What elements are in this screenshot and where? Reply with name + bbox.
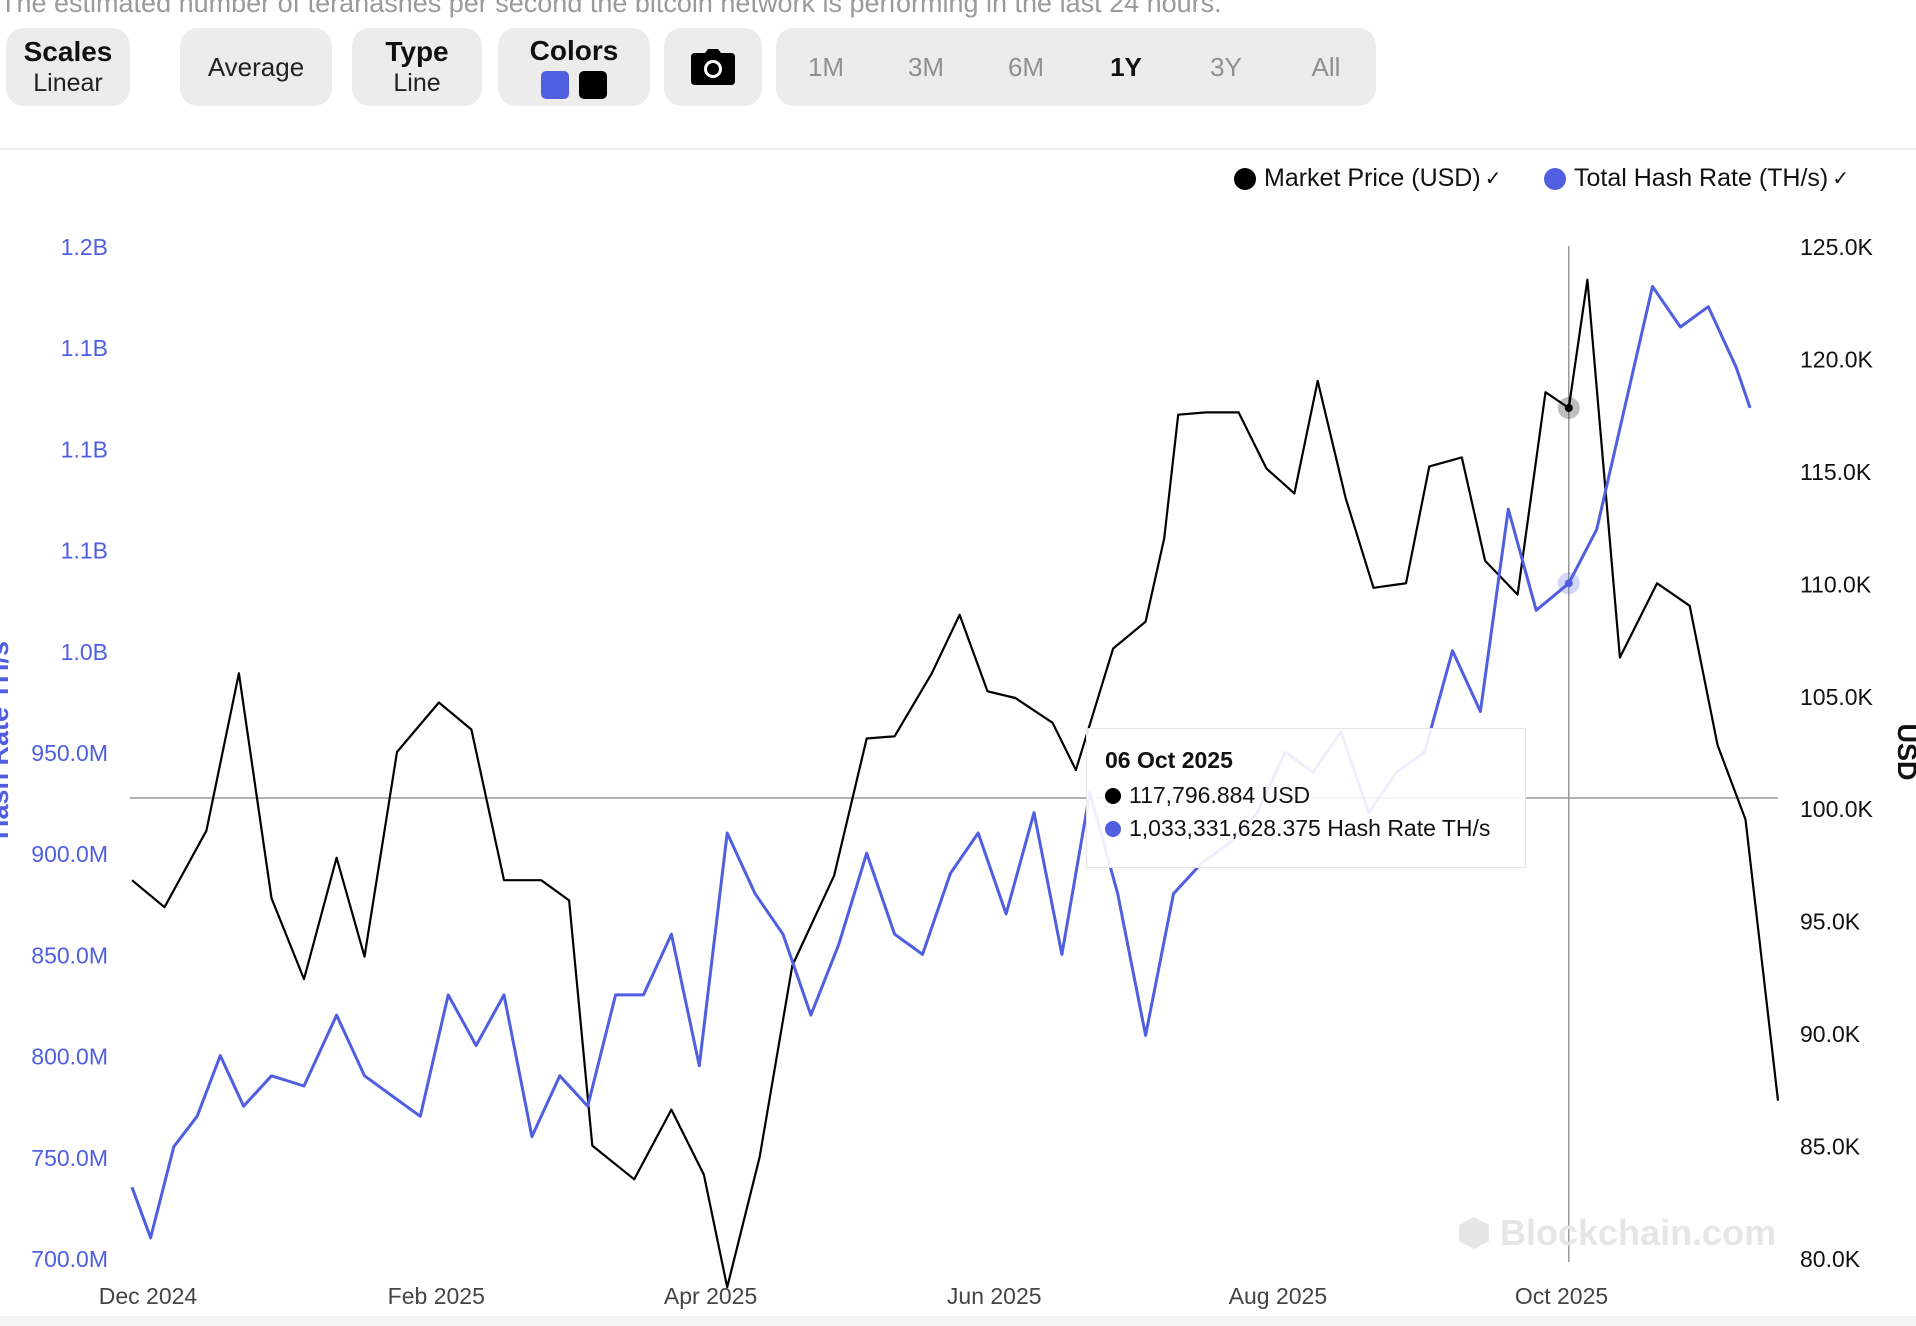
x-axis-tick-label: Aug 2025 bbox=[1229, 1283, 1327, 1309]
hash-legend-dot bbox=[1544, 167, 1566, 190]
type-title: Type bbox=[385, 36, 449, 67]
tooltip-hash-dot bbox=[1105, 820, 1121, 837]
x-axis-tick-label: Jun 2025 bbox=[947, 1283, 1042, 1309]
left-axis-tick-label: 1.1B bbox=[61, 335, 108, 361]
blockchain-logo-icon bbox=[1459, 1217, 1489, 1249]
left-axis-tick-label: 700.0M bbox=[31, 1246, 108, 1272]
chart-description: The estimated number of terahashes per s… bbox=[0, 0, 1222, 18]
range-3m[interactable]: 3M bbox=[907, 51, 945, 82]
bottom-bar bbox=[0, 1316, 1916, 1326]
price-marker bbox=[1564, 403, 1573, 412]
x-axis-tick-label: Apr 2025 bbox=[664, 1283, 757, 1309]
screenshot-button[interactable] bbox=[664, 28, 762, 106]
colors-button[interactable]: Colors bbox=[498, 28, 650, 106]
x-axis-tick-label: Dec 2024 bbox=[99, 1283, 198, 1309]
right-axis-tick-label: 115.0K bbox=[1800, 459, 1872, 485]
chart-tooltip: 06 Oct 2025 117,796.884 USD 1,033,331,62… bbox=[1086, 728, 1526, 868]
x-axis-tick-label: Feb 2025 bbox=[388, 1283, 485, 1309]
right-axis-tick-label: 100.0K bbox=[1800, 796, 1874, 822]
range-6m[interactable]: 6M bbox=[1007, 51, 1045, 82]
right-axis-tick-label: 90.0K bbox=[1800, 1021, 1861, 1047]
right-axis-tick-label: 110.0K bbox=[1800, 571, 1872, 597]
chevron-down-icon: ✓ bbox=[1484, 168, 1502, 190]
toolbar-divider bbox=[0, 148, 1916, 150]
tooltip-price-value: 117,796.884 USD bbox=[1129, 782, 1311, 808]
camera-icon bbox=[691, 49, 735, 85]
right-axis-tick-label: 105.0K bbox=[1800, 684, 1874, 710]
right-axis-title: USD bbox=[1892, 723, 1916, 780]
right-axis-tick-label: 120.0K bbox=[1800, 346, 1874, 372]
right-axis-tick-label: 125.0K bbox=[1800, 234, 1874, 260]
market-price-line bbox=[131, 278, 1780, 1289]
left-axis-tick-label: 850.0M bbox=[31, 942, 108, 968]
left-axis-tick-label: 950.0M bbox=[31, 740, 108, 766]
legend-hash-label: Total Hash Rate (TH/s) bbox=[1574, 164, 1829, 192]
time-range-selector: 1M 3M 6M 1Y 3Y All bbox=[776, 28, 1376, 106]
left-axis-title: Hash Rate TH/s bbox=[0, 641, 14, 839]
scales-title: Scales bbox=[23, 36, 113, 67]
left-axis-tick-label: 1.1B bbox=[61, 538, 108, 564]
hash-rate-line bbox=[130, 285, 1752, 1240]
range-all[interactable]: All bbox=[1311, 51, 1341, 82]
right-axis-tick-label: 80.0K bbox=[1800, 1246, 1861, 1272]
left-axis-tick-label: 1.2B bbox=[61, 234, 108, 260]
price-color-swatch[interactable] bbox=[579, 71, 607, 99]
scales-button[interactable]: Scales Linear bbox=[6, 28, 130, 106]
scales-value: Linear bbox=[33, 69, 103, 97]
colors-title: Colors bbox=[529, 35, 619, 66]
type-button[interactable]: Type Line bbox=[352, 28, 482, 106]
range-1y[interactable]: 1Y bbox=[1110, 51, 1142, 82]
type-value: Line bbox=[393, 69, 441, 97]
left-axis-tick-label: 800.0M bbox=[31, 1044, 108, 1070]
average-button[interactable]: Average bbox=[180, 28, 332, 106]
chevron-down-icon: ✓ bbox=[1832, 168, 1850, 190]
tooltip-price-dot bbox=[1105, 787, 1121, 804]
average-label: Average bbox=[207, 52, 305, 82]
range-3y[interactable]: 3Y bbox=[1210, 51, 1242, 82]
tooltip-hash-value: 1,033,331,628.375 Hash Rate TH/s bbox=[1129, 815, 1491, 841]
watermark-text: Blockchain.com bbox=[1500, 1212, 1777, 1253]
price-legend-dot bbox=[1234, 167, 1256, 190]
legend-price-label: Market Price (USD) bbox=[1264, 164, 1481, 192]
tooltip-date: 06 Oct 2025 bbox=[1105, 747, 1233, 773]
range-1m[interactable]: 1M bbox=[807, 51, 845, 82]
left-axis-tick-label: 900.0M bbox=[31, 841, 108, 867]
blockchain-watermark: Blockchain.com bbox=[1456, 1212, 1776, 1254]
left-axis-tick-label: 1.0B bbox=[61, 639, 108, 665]
right-axis-tick-label: 85.0K bbox=[1800, 1134, 1861, 1160]
legend-price[interactable]: Market Price (USD) ✓ bbox=[1234, 164, 1501, 193]
hash-color-swatch[interactable] bbox=[541, 71, 569, 99]
left-axis-tick-label: 750.0M bbox=[31, 1145, 108, 1171]
right-axis-tick-label: 95.0K bbox=[1800, 909, 1861, 935]
legend-hash[interactable]: Total Hash Rate (TH/s) ✓ bbox=[1544, 164, 1849, 193]
x-axis-tick-label: Oct 2025 bbox=[1515, 1283, 1608, 1309]
left-axis-tick-label: 1.1B bbox=[61, 436, 108, 462]
hash-marker bbox=[1564, 579, 1573, 588]
